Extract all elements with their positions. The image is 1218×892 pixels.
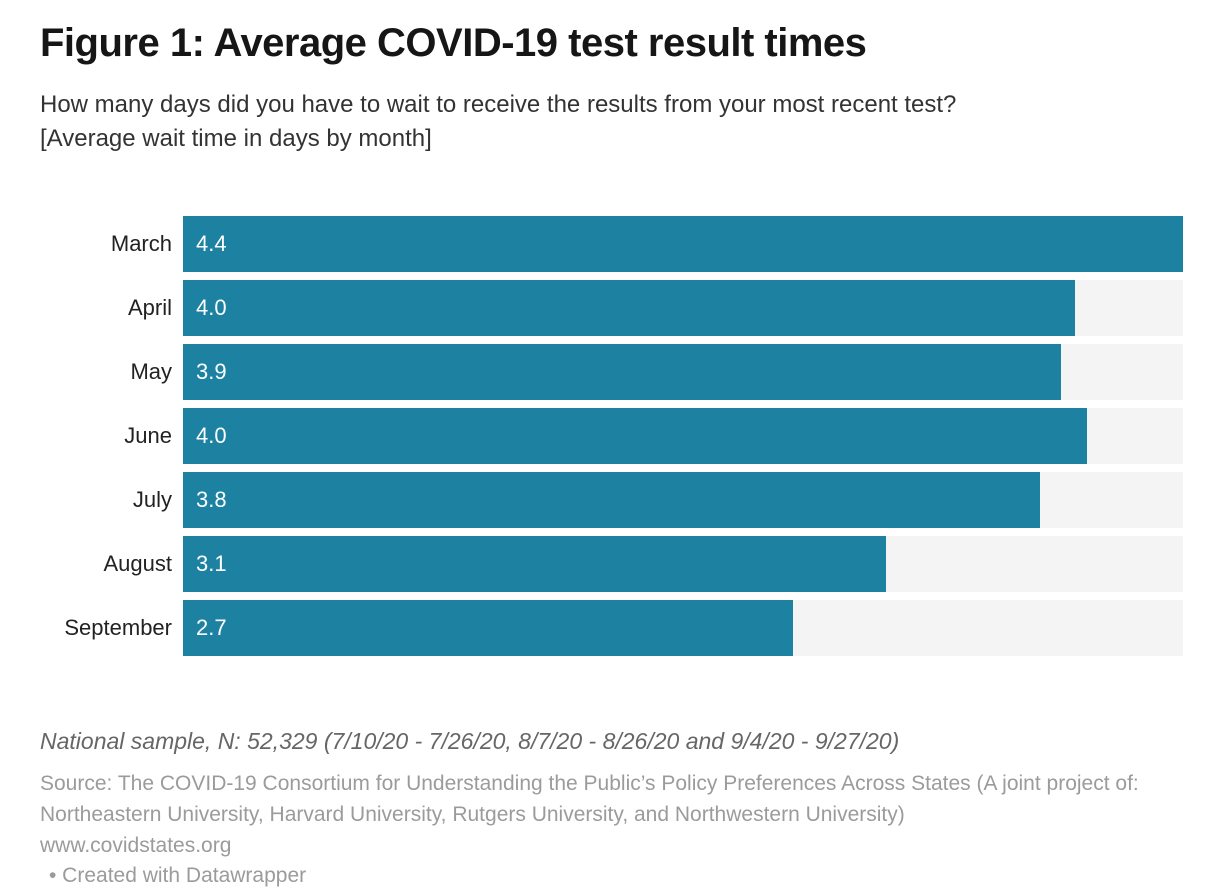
bar-label: August bbox=[103, 551, 173, 576]
bar-track: 4.0 bbox=[183, 408, 1183, 464]
bar-chart: March 4.4 April 4.0 May 3.9 June 4.0 bbox=[40, 216, 1183, 656]
bar-value-label: 3.1 bbox=[196, 551, 227, 576]
chart-subtitle: How many days did you have to wait to re… bbox=[40, 91, 957, 152]
bar-value-label: 4.0 bbox=[196, 423, 227, 448]
chart-row: August 3.1 bbox=[40, 536, 1183, 592]
bar: 3.1 bbox=[183, 536, 886, 592]
bar-value-label: 4.0 bbox=[196, 295, 227, 320]
chart-source: Source: The COVID-19 Consortium for Unde… bbox=[40, 772, 1139, 857]
bar-label: September bbox=[64, 615, 172, 640]
chart-row: June 4.0 bbox=[40, 408, 1183, 464]
bar: 4.4 bbox=[183, 216, 1183, 272]
bar-label: May bbox=[130, 359, 172, 384]
chart-row: April 4.0 bbox=[40, 280, 1183, 336]
bar-value-label: 3.8 bbox=[196, 487, 227, 512]
chart-row: March 4.4 bbox=[40, 216, 1183, 272]
bar: 4.0 bbox=[183, 280, 1075, 336]
bar: 4.0 bbox=[183, 408, 1087, 464]
bar-track: 4.0 bbox=[183, 280, 1183, 336]
bar-track: 3.9 bbox=[183, 344, 1183, 400]
chart-title: Figure 1: Average COVID-19 test result t… bbox=[40, 21, 867, 65]
bar-track: 3.1 bbox=[183, 536, 1183, 592]
bar-value-label: 3.9 bbox=[196, 359, 227, 384]
bar-track: 3.8 bbox=[183, 472, 1183, 528]
chart-row: May 3.9 bbox=[40, 344, 1183, 400]
bar-track: 2.7 bbox=[183, 600, 1183, 656]
bar-label: June bbox=[124, 423, 172, 448]
bar: 3.8 bbox=[183, 472, 1040, 528]
bar-value-label: 4.4 bbox=[196, 231, 227, 256]
bar-label: March bbox=[110, 231, 172, 256]
bar-value-label: 2.7 bbox=[196, 615, 227, 640]
chart-row: July 3.8 bbox=[40, 472, 1183, 528]
datawrapper-attribution: • Created with Datawrapper bbox=[49, 864, 307, 887]
bar-label: July bbox=[132, 487, 172, 512]
chart-note: National sample, N: 52,329 (7/10/20 - 7/… bbox=[40, 728, 900, 754]
bar: 3.9 bbox=[183, 344, 1061, 400]
bar: 2.7 bbox=[183, 600, 793, 656]
bar-label: April bbox=[127, 295, 172, 320]
chart-row: September 2.7 bbox=[40, 600, 1183, 656]
chart-rows: March 4.4 April 4.0 May 3.9 June 4.0 bbox=[40, 216, 1183, 656]
bar-track: 4.4 bbox=[183, 216, 1183, 272]
